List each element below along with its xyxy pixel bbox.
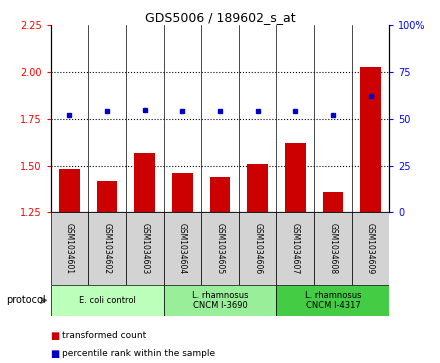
Bar bbox=[276, 212, 314, 285]
Text: GSM1034607: GSM1034607 bbox=[291, 223, 300, 274]
Bar bbox=[164, 212, 201, 285]
Text: percentile rank within the sample: percentile rank within the sample bbox=[62, 350, 215, 358]
Bar bbox=[97, 180, 117, 212]
Bar bbox=[323, 192, 343, 212]
Text: E. coli control: E. coli control bbox=[79, 296, 136, 305]
Bar bbox=[276, 285, 389, 316]
Bar bbox=[247, 164, 268, 212]
Text: GSM1034609: GSM1034609 bbox=[366, 223, 375, 274]
Bar bbox=[51, 212, 88, 285]
Title: GDS5006 / 189602_s_at: GDS5006 / 189602_s_at bbox=[145, 11, 295, 24]
Bar bbox=[314, 212, 352, 285]
Text: GSM1034604: GSM1034604 bbox=[178, 223, 187, 274]
Text: GSM1034602: GSM1034602 bbox=[103, 223, 112, 274]
Bar bbox=[209, 177, 231, 212]
Bar bbox=[51, 285, 164, 316]
Text: ■: ■ bbox=[51, 349, 60, 359]
Bar bbox=[239, 212, 276, 285]
Bar bbox=[126, 212, 164, 285]
Bar bbox=[88, 212, 126, 285]
Bar bbox=[134, 152, 155, 212]
Text: GSM1034608: GSM1034608 bbox=[328, 223, 337, 274]
Text: protocol: protocol bbox=[7, 295, 46, 305]
Text: L. rhamnosus
CNCM I-4317: L. rhamnosus CNCM I-4317 bbox=[304, 291, 361, 310]
Text: GSM1034606: GSM1034606 bbox=[253, 223, 262, 274]
Bar bbox=[172, 173, 193, 212]
Text: transformed count: transformed count bbox=[62, 331, 146, 340]
Bar bbox=[352, 212, 389, 285]
Text: GSM1034605: GSM1034605 bbox=[216, 223, 224, 274]
Text: L. rhamnosus
CNCM I-3690: L. rhamnosus CNCM I-3690 bbox=[192, 291, 248, 310]
Text: GSM1034601: GSM1034601 bbox=[65, 223, 74, 274]
Bar bbox=[201, 212, 239, 285]
Text: ■: ■ bbox=[51, 331, 60, 341]
Bar bbox=[164, 285, 276, 316]
Bar bbox=[360, 66, 381, 212]
Bar bbox=[285, 143, 306, 212]
Bar bbox=[59, 170, 80, 212]
Text: GSM1034603: GSM1034603 bbox=[140, 223, 149, 274]
